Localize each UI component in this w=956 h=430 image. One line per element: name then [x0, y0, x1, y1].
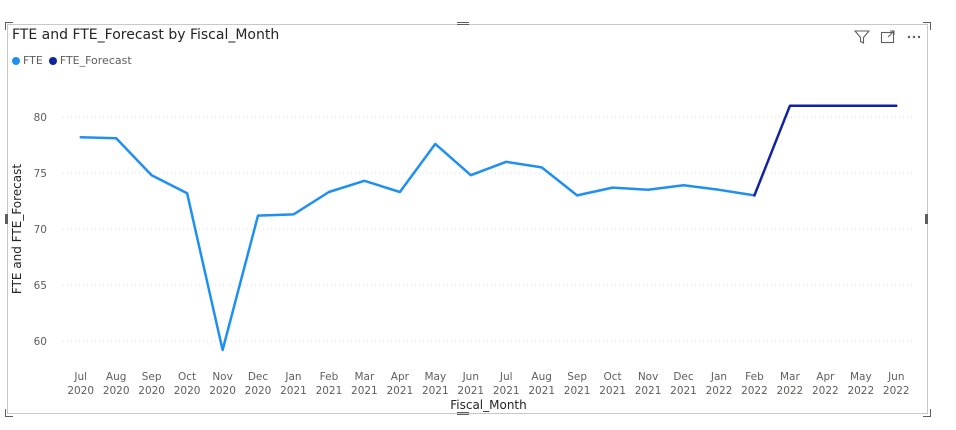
y-tick-label: 65 — [34, 280, 47, 292]
chart-title: FTE and FTE_Forecast by Fiscal_Month — [12, 27, 280, 43]
x-tick-label-month: Sep — [142, 371, 162, 383]
x-tick-label-year: 2022 — [812, 385, 839, 397]
chart-visual[interactable]: FTE and FTE_Forecast by Fiscal_Month FTE… — [7, 24, 928, 414]
x-tick-label-month: Dec — [248, 371, 269, 383]
y-tick-label: 70 — [34, 224, 47, 236]
legend-item-fte[interactable]: FTE — [12, 54, 43, 67]
x-tick-label-year: 2020 — [209, 385, 236, 397]
x-tick-label-month: Jan — [284, 371, 301, 383]
x-tick-label-year: 2021 — [635, 385, 662, 397]
x-tick-label-month: Apr — [391, 371, 410, 383]
chart-legend: FTE FTE_Forecast — [12, 54, 138, 67]
legend-dot-fte — [12, 56, 20, 65]
x-tick-label-month: Jun — [462, 371, 479, 383]
x-tick-label-year: 2021 — [422, 385, 449, 397]
x-tick-label-year: 2021 — [599, 385, 626, 397]
top-resize-handle[interactable] — [457, 22, 469, 23]
corner-mark-bottom-right — [923, 409, 931, 417]
filter-icon[interactable] — [853, 29, 871, 45]
x-tick-label-month: Jul — [499, 371, 513, 383]
x-tick-label-year: 2022 — [741, 385, 768, 397]
x-tick-label-year: 2021 — [493, 385, 520, 397]
x-tick-label-month: Aug — [106, 371, 127, 383]
y-tick-label: 80 — [34, 112, 47, 124]
x-tick-label-year: 2022 — [777, 385, 804, 397]
more-options-icon[interactable] — [905, 29, 923, 45]
x-tick-label-month: May — [850, 371, 872, 383]
corner-mark-top-left — [5, 22, 13, 30]
x-tick-label-year: 2021 — [316, 385, 343, 397]
left-resize-handle[interactable] — [5, 214, 8, 224]
x-tick-label-year: 2021 — [280, 385, 307, 397]
x-tick-label-month: May — [424, 371, 446, 383]
x-tick-label-year: 2021 — [351, 385, 378, 397]
x-tick-label-year: 2021 — [670, 385, 697, 397]
x-tick-label-year: 2022 — [847, 385, 874, 397]
x-tick-label-month: Mar — [354, 371, 374, 383]
x-tick-label-year: 2022 — [706, 385, 733, 397]
x-tick-label-month: Jul — [73, 371, 87, 383]
legend-label-fte: FTE — [23, 54, 43, 67]
x-tick-label-month: Feb — [745, 371, 764, 383]
x-tick-label-year: 2021 — [386, 385, 413, 397]
x-tick-label-month: Oct — [178, 371, 196, 383]
x-tick-label-month: Oct — [604, 371, 622, 383]
y-axis-title: FTE and FTE_Forecast — [10, 164, 24, 294]
x-tick-label-year: 2020 — [174, 385, 201, 397]
x-tick-label-year: 2020 — [245, 385, 272, 397]
series-line-fte — [79, 135, 756, 352]
x-tick-label-year: 2020 — [138, 385, 165, 397]
right-resize-handle[interactable] — [925, 214, 928, 224]
x-tick-label-year: 2021 — [457, 385, 484, 397]
x-tick-label-year: 2020 — [67, 385, 94, 397]
x-tick-label-month: Aug — [531, 371, 552, 383]
bottom-resize-handle[interactable] — [457, 412, 469, 413]
x-axis-title: Fiscal_Month — [450, 398, 527, 412]
x-tick-label-month: Mar — [780, 371, 800, 383]
series-line-fte-forecast — [753, 104, 898, 197]
y-tick-label: 75 — [34, 168, 47, 180]
y-tick-label: 60 — [34, 336, 47, 348]
x-tick-label-month: Apr — [816, 371, 835, 383]
legend-item-fte-forecast[interactable]: FTE_Forecast — [48, 54, 132, 67]
x-tick-label-year: 2022 — [883, 385, 910, 397]
x-tick-label-month: Jun — [887, 371, 904, 383]
x-tick-label-year: 2020 — [103, 385, 130, 397]
visual-header-icons — [853, 29, 923, 45]
x-tick-label-year: 2021 — [564, 385, 591, 397]
focus-mode-icon[interactable] — [879, 29, 897, 45]
x-tick-label-month: Dec — [673, 371, 694, 383]
legend-label-fte-forecast: FTE_Forecast — [59, 54, 132, 67]
corner-mark-bottom-left — [5, 409, 13, 417]
x-tick-label-month: Jan — [710, 371, 727, 383]
corner-mark-top-right — [923, 22, 931, 30]
line-chart: 60 65 70 75 80 Jul 2020 Aug 2020 Sep 2020 Oct 2020 No… — [10, 104, 914, 412]
legend-dot-fte-forecast — [48, 56, 57, 65]
x-tick-label-month: Nov — [638, 371, 659, 383]
x-tick-label-year: 2021 — [528, 385, 555, 397]
x-tick-label-month: Feb — [320, 371, 339, 383]
x-tick-label-month: Sep — [567, 371, 587, 383]
x-tick-label-month: Nov — [212, 371, 233, 383]
